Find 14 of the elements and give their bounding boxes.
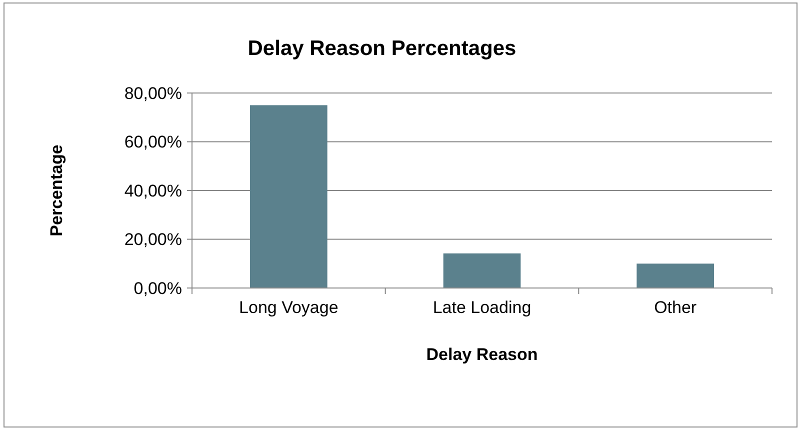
y-tick-label: 60,00% [124, 132, 182, 152]
x-tick-label: Other [654, 298, 697, 317]
bar [636, 264, 714, 288]
y-tick-label: 80,00% [124, 84, 182, 103]
bar [250, 105, 328, 288]
bar [443, 253, 521, 288]
y-tick-label: 40,00% [124, 181, 182, 200]
x-axis-title: Delay Reason [426, 345, 538, 364]
x-tick-label: Long Voyage [239, 298, 338, 317]
chart-title: Delay Reason Percentages [248, 37, 516, 60]
y-tick-label: 20,00% [124, 230, 182, 250]
y-tick-label: 0,00% [134, 278, 182, 298]
y-axis-title: Percentage [47, 144, 66, 236]
x-tick-label: Late Loading [432, 298, 532, 317]
